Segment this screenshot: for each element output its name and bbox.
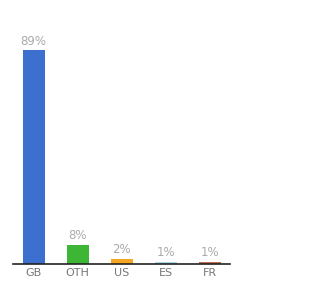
- Bar: [198, 262, 220, 264]
- Bar: [155, 262, 177, 264]
- Bar: [23, 50, 45, 264]
- Text: 89%: 89%: [21, 34, 47, 47]
- Bar: [111, 259, 132, 264]
- Bar: [67, 245, 89, 264]
- Text: 1%: 1%: [156, 246, 175, 259]
- Text: 2%: 2%: [112, 243, 131, 256]
- Text: 1%: 1%: [200, 246, 219, 259]
- Text: 8%: 8%: [68, 229, 87, 242]
